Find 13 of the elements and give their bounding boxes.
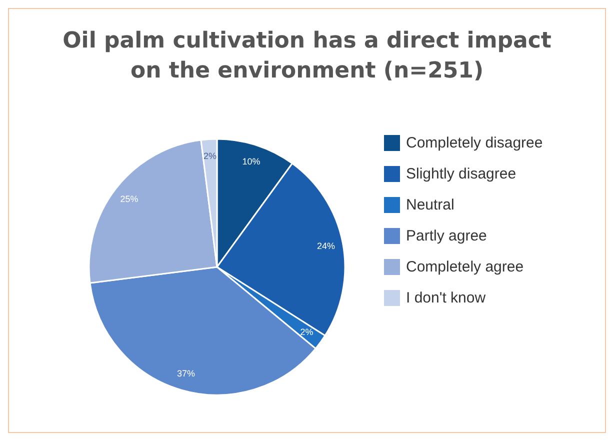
data-label: 37% bbox=[177, 368, 196, 379]
legend-label: I don't know bbox=[406, 290, 486, 306]
chart-title: Oil palm cultivation has a direct impact on the environment (n=251) bbox=[62, 28, 552, 84]
legend-label: Completely agree bbox=[406, 258, 524, 276]
legend-label: Slightly disagree bbox=[406, 166, 516, 182]
data-label: 2% bbox=[204, 151, 217, 162]
legend-label: Neutral bbox=[406, 196, 454, 214]
data-label: 24% bbox=[317, 241, 336, 252]
legend-label: Partly agree bbox=[406, 228, 487, 244]
data-label: 2% bbox=[300, 327, 314, 338]
data-label: 10% bbox=[242, 156, 260, 166]
data-label: 25% bbox=[120, 194, 138, 204]
legend-label: Completely disagree bbox=[406, 134, 543, 152]
